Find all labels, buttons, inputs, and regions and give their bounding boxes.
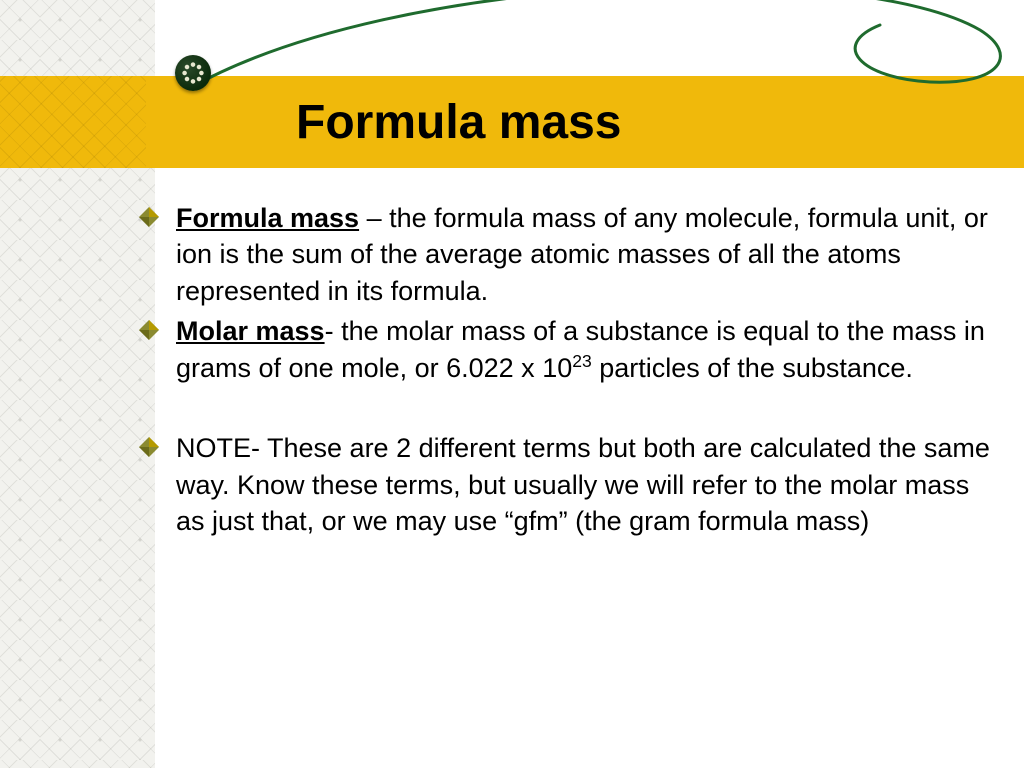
bullet-icon bbox=[138, 319, 160, 341]
title-corner-block bbox=[0, 76, 146, 168]
title-bar: Formula mass bbox=[146, 76, 1024, 168]
separator: - bbox=[325, 316, 342, 346]
list-item: Formula mass – the formula mass of any m… bbox=[138, 200, 994, 309]
list-spacer bbox=[138, 390, 994, 426]
definition-text-post: particles of the substance. bbox=[592, 353, 913, 383]
list-item: NOTE- These are 2 different terms but bo… bbox=[138, 430, 994, 539]
exponent: 23 bbox=[572, 351, 592, 371]
note-text: NOTE- These are 2 different terms but bo… bbox=[176, 433, 990, 536]
page-title: Formula mass bbox=[296, 95, 621, 150]
term-label: Molar mass bbox=[176, 316, 325, 346]
separator: – bbox=[359, 203, 389, 233]
bullet-list: Formula mass – the formula mass of any m… bbox=[138, 200, 994, 540]
decorative-sphere-icon bbox=[175, 55, 211, 91]
bullet-icon bbox=[138, 206, 160, 228]
list-item: Molar mass- the molar mass of a substanc… bbox=[138, 313, 994, 386]
slide-body: Formula mass – the formula mass of any m… bbox=[138, 200, 994, 544]
bullet-icon bbox=[138, 436, 160, 458]
term-label: Formula mass bbox=[176, 203, 359, 233]
